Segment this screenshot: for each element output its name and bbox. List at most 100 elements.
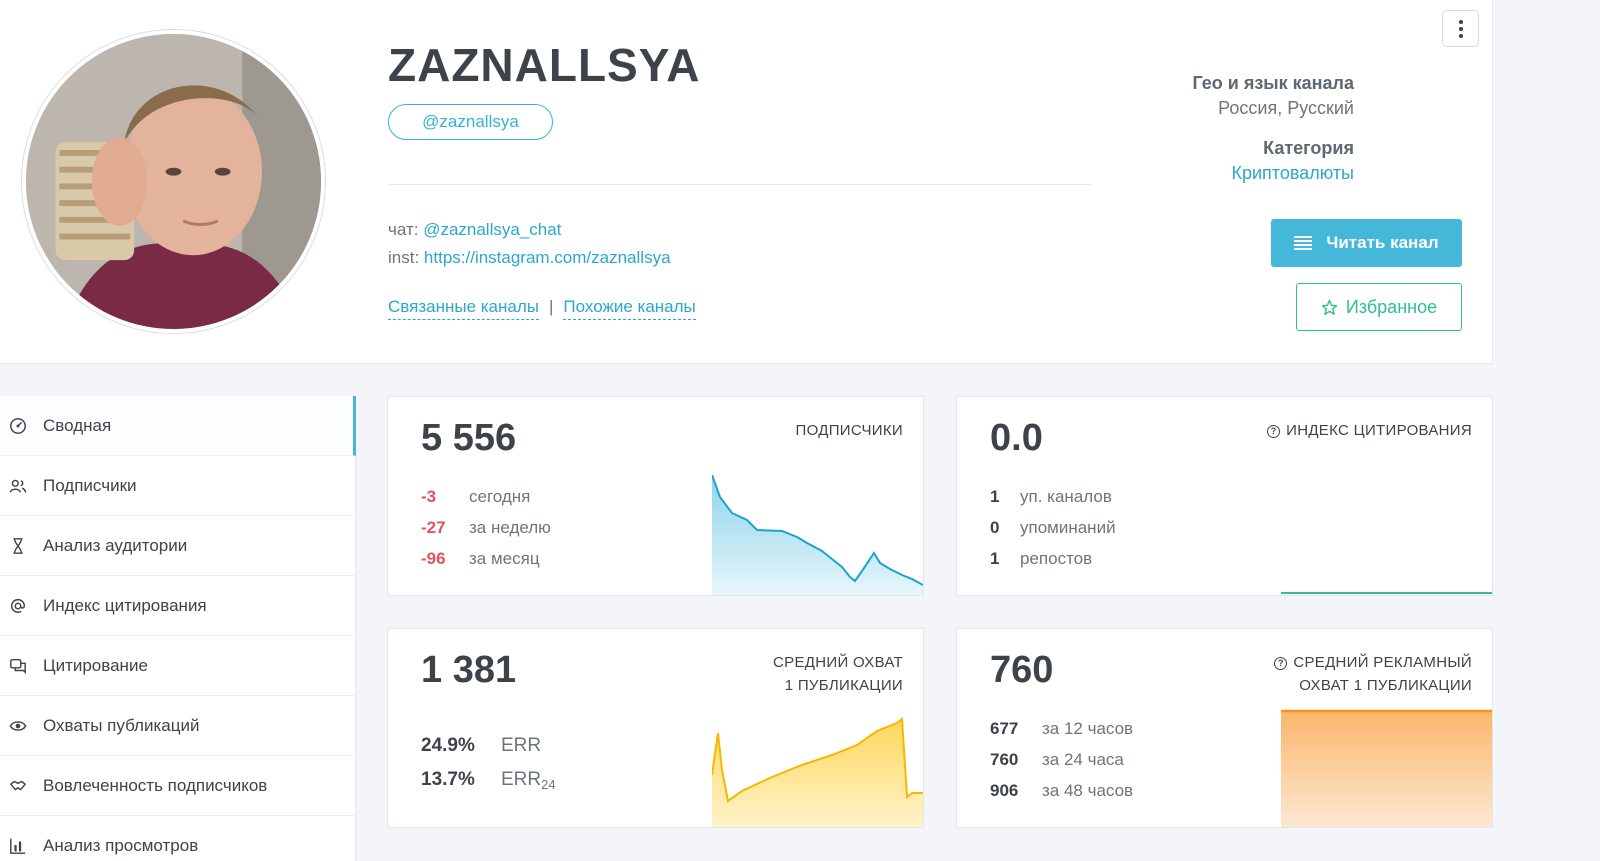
geo-label: Гео и язык канала (1192, 73, 1354, 93)
err24-subscript: 24 (541, 776, 556, 792)
ad-reach-stats: 677 за 12 часов 760 за 24 часа 906 за 48 ча… (990, 713, 1133, 806)
chat-line: чат: @zaznallsya_chat (388, 220, 561, 240)
read-channel-label: Читать канал (1326, 233, 1439, 252)
reach-title-line2: 1 ПУБЛИКАЦИИ (784, 677, 903, 694)
sidebar-item-citations[interactable]: Цитирование (0, 636, 356, 696)
instagram-label: inst: (388, 248, 420, 267)
stat-row: 760 за 24 часа (990, 744, 1133, 775)
channel-avatar (22, 30, 325, 333)
dashboard-icon (10, 417, 26, 434)
stat-label: ERR24 (501, 769, 556, 792)
citation-sparkline (1281, 592, 1492, 594)
subscribers-line (712, 475, 923, 586)
ad-reach-title: ? СРЕДНИЙ РЕКЛАМНЫЙ ОХВАТ 1 ПУБЛИКАЦИИ (1274, 651, 1472, 697)
star-icon (1321, 299, 1338, 315)
stat-label: за 12 часов (1042, 718, 1134, 738)
reach-title-line1: СРЕДНИЙ ОХВАТ (773, 654, 903, 671)
instagram-line: inst: https://instagram.com/zaznallsya (388, 248, 671, 268)
users-icon (9, 479, 27, 493)
stat-row: 0 упоминаний (990, 512, 1116, 543)
handshake-icon (10, 780, 26, 790)
read-channel-button[interactable]: Читать канал (1271, 219, 1462, 267)
err24-label: ERR (501, 768, 542, 790)
geo-info: Гео и язык канала Россия, Русский (1192, 73, 1354, 119)
stat-row: 1 уп. каналов (990, 481, 1116, 512)
stat-label: за месяц (469, 548, 540, 568)
err-stats: 24.9% ERR 13.7% ERR24 (421, 729, 556, 797)
subscribers-sparkline (712, 475, 923, 595)
chat-link[interactable]: @zaznallsya_chat (423, 220, 562, 239)
reach-card[interactable]: 1 381 СРЕДНИЙ ОХВАТ 1 ПУБЛИКАЦИИ 24.9% ER… (387, 628, 924, 828)
similar-channels-link[interactable]: Похожие каналы (563, 297, 696, 320)
sidebar-item-reach[interactable]: Охваты публикаций (0, 696, 356, 756)
sidebar-item-subscribers[interactable]: Подписчики (0, 456, 356, 516)
stat-value: 677 (990, 718, 1019, 738)
subscribers-card[interactable]: 5 556 ПОДПИСЧИКИ -3 сегодня -27 за неделю … (387, 396, 924, 596)
favorite-label: Избранное (1345, 296, 1438, 317)
channel-title: ZAZNALLSYA (388, 39, 701, 91)
stat-value: 13.7% (421, 769, 475, 790)
stat-value: 0 (990, 517, 1000, 537)
citation-title-text: ИНДЕКС ЦИТИРОВАНИЯ (1286, 422, 1472, 439)
header-divider (388, 184, 1092, 185)
links-separator: | (549, 297, 554, 316)
list-icon (1294, 236, 1313, 250)
sidebar-item-label: Анализ просмотров (43, 835, 199, 855)
reach-line (712, 717, 923, 803)
related-channels-link[interactable]: Связанные каналы (388, 297, 539, 320)
sidebar-item-engagement[interactable]: Вовлеченность подписчиков (0, 756, 356, 816)
ad-reach-value: 760 (990, 649, 1054, 691)
help-icon[interactable]: ? (1267, 425, 1281, 438)
sidebar-item-label: Подписчики (43, 475, 137, 495)
sidebar-nav: Сводная Подписчики Анализ аудитории Инде… (0, 396, 356, 861)
reach-value: 1 381 (421, 649, 517, 691)
at-icon (11, 598, 26, 613)
subscribers-area (712, 475, 923, 595)
ad-reach-title-line2: ОХВАТ 1 ПУБЛИКАЦИИ (1299, 677, 1472, 694)
stat-row: -96 за месяц (421, 543, 551, 574)
stat-value: -96 (421, 548, 446, 568)
more-options-button[interactable] (1442, 10, 1479, 47)
stat-value: 760 (990, 749, 1019, 769)
citation-index-card[interactable]: 0.0 ? ИНДЕКС ЦИТИРОВАНИЯ 1 уп. каналов 0 уп… (956, 396, 1493, 596)
sidebar-item-label: Вовлеченность подписчиков (43, 775, 268, 795)
sidebar-item-summary[interactable]: Сводная (0, 396, 356, 456)
quote-icon (10, 658, 26, 674)
eye-icon (9, 720, 27, 731)
stat-label: репостов (1020, 548, 1093, 568)
hourglass-icon (13, 537, 23, 554)
subscribers-changes: -3 сегодня -27 за неделю -96 за месяц (421, 481, 551, 574)
chat-label: чат: (388, 220, 419, 239)
sidebar-item-label: Анализ аудитории (43, 535, 188, 555)
channel-header: ZAZNALLSYA @zaznallsya чат: @zaznallsya_… (0, 0, 1493, 364)
stat-value: 906 (990, 780, 1019, 800)
sidebar-item-views[interactable]: Анализ просмотров (0, 816, 356, 861)
ad-reach-card[interactable]: 760 ? СРЕДНИЙ РЕКЛАМНЫЙ ОХВАТ 1 ПУБЛИКАЦИ… (956, 628, 1493, 828)
sidebar-item-citation-index[interactable]: Индекс цитирования (0, 576, 356, 636)
reach-title: СРЕДНИЙ ОХВАТ 1 ПУБЛИКАЦИИ (773, 651, 903, 697)
stat-label: уп. каналов (1020, 486, 1112, 506)
bar-chart-icon (10, 838, 26, 854)
subscribers-title: ПОДПИСЧИКИ (795, 422, 903, 439)
help-icon[interactable]: ? (1274, 657, 1288, 670)
category-info: Категория Криптовалюты (1231, 138, 1354, 184)
stat-row: 906 за 48 часов (990, 775, 1133, 806)
favorite-button[interactable]: Избранное (1296, 283, 1462, 331)
instagram-link[interactable]: https://instagram.com/zaznallsya (423, 248, 671, 267)
channel-handle[interactable]: @zaznallsya (388, 104, 553, 140)
citation-index-title: ? ИНДЕКС ЦИТИРОВАНИЯ (1267, 419, 1472, 442)
category-link[interactable]: Криптовалюты (1231, 163, 1354, 183)
more-dots-icon (1458, 19, 1463, 24)
stat-label: за 24 часа (1042, 749, 1124, 769)
geo-value: Россия, Русский (1218, 98, 1354, 118)
stat-label: за неделю (469, 517, 551, 537)
sidebar-item-label: Охваты публикаций (43, 715, 200, 735)
stat-value: 1 (990, 486, 1000, 506)
sidebar-item-audience[interactable]: Анализ аудитории (0, 516, 356, 576)
stat-row: 24.9% ERR (421, 729, 556, 763)
stat-value: -3 (421, 486, 437, 506)
citation-stats: 1 уп. каналов 0 упоминаний 1 репостов (990, 481, 1116, 574)
stat-row: 13.7% ERR24 (421, 763, 556, 797)
sidebar-item-label: Индекс цитирования (43, 595, 207, 615)
ad-reach-sparkline (1281, 709, 1492, 827)
